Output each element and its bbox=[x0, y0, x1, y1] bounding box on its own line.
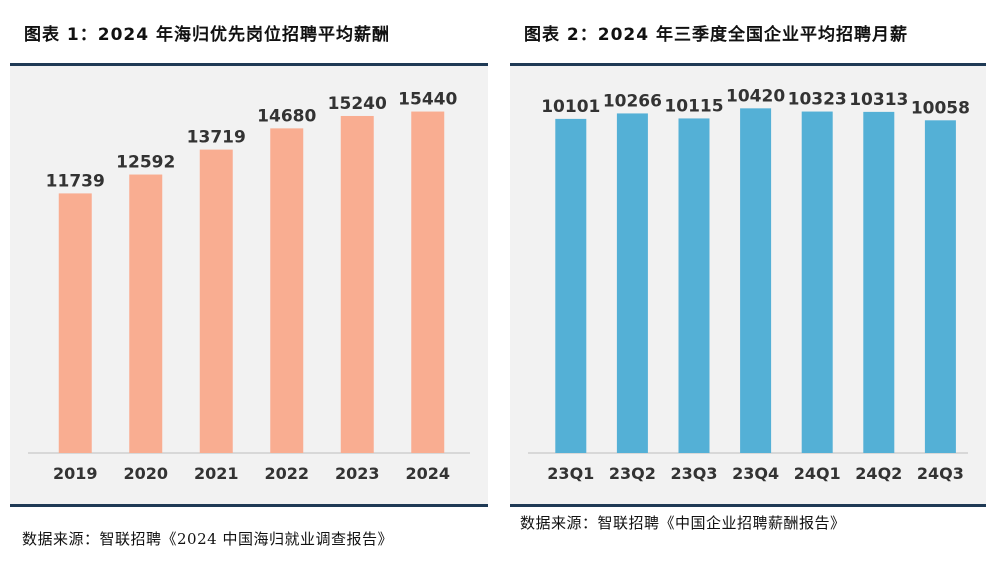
x-tick-label: 2019 bbox=[53, 464, 98, 483]
data-label: 10115 bbox=[664, 96, 723, 116]
source-note: 数据来源：智联招聘《2024 中国海归就业调查报告》 bbox=[22, 530, 393, 548]
chart-panel-1: 图表 1：2024 年海归优先岗位招聘平均薪酬 11739 2019 12592 20… bbox=[10, 25, 488, 548]
title-rule bbox=[10, 63, 488, 66]
bottom-rule bbox=[510, 504, 986, 507]
data-label: 14680 bbox=[257, 106, 316, 126]
x-tick-label: 23Q4 bbox=[732, 464, 779, 483]
bar bbox=[129, 174, 163, 453]
source-note: 数据来源：智联招聘《中国企业招聘薪酬报告》 bbox=[520, 514, 846, 532]
x-tick-label: 24Q1 bbox=[794, 464, 841, 483]
data-label: 10420 bbox=[726, 86, 785, 106]
data-label: 15440 bbox=[398, 90, 457, 110]
data-label: 10266 bbox=[603, 91, 662, 111]
data-label: 10313 bbox=[849, 90, 908, 110]
bar bbox=[270, 128, 304, 453]
x-tick-label: 24Q2 bbox=[855, 464, 902, 483]
bar bbox=[411, 111, 445, 454]
bar bbox=[740, 108, 772, 453]
data-label: 11739 bbox=[46, 171, 105, 191]
bar-chart-1: 11739 2019 12592 2020 13719 2021 14680 2022 1524… bbox=[28, 90, 470, 483]
bar bbox=[58, 193, 92, 453]
x-tick-label: 2021 bbox=[194, 464, 239, 483]
x-tick-label: 2023 bbox=[335, 464, 380, 483]
chart-title: 图表 1：2024 年海归优先岗位招聘平均薪酬 bbox=[24, 25, 390, 45]
data-label: 15240 bbox=[328, 94, 387, 114]
data-label: 10058 bbox=[911, 98, 970, 118]
x-tick-label: 2022 bbox=[264, 464, 309, 483]
chart-panel-2: 图表 2：2024 年三季度全国企业平均招聘月薪 10101 23Q1 10266 2… bbox=[496, 0, 992, 566]
bar bbox=[801, 111, 833, 453]
x-tick-label: 2020 bbox=[123, 464, 168, 483]
bar bbox=[678, 118, 710, 453]
x-tick-label: 23Q2 bbox=[609, 464, 656, 483]
data-label: 13719 bbox=[187, 128, 246, 148]
data-label: 10323 bbox=[788, 90, 847, 110]
bottom-rule bbox=[10, 504, 488, 507]
bar bbox=[555, 118, 587, 453]
x-tick-label: 2024 bbox=[405, 464, 450, 483]
x-tick-label: 23Q1 bbox=[547, 464, 594, 483]
data-label: 12592 bbox=[116, 153, 175, 173]
bar bbox=[924, 120, 956, 453]
data-label: 10101 bbox=[541, 97, 600, 117]
x-tick-label: 23Q3 bbox=[671, 464, 718, 483]
chart-title: 图表 2：2024 年三季度全国企业平均招聘月薪 bbox=[524, 25, 908, 45]
bar bbox=[863, 111, 895, 454]
bar bbox=[199, 149, 233, 453]
x-tick-label: 24Q3 bbox=[917, 464, 964, 483]
title-rule bbox=[510, 63, 986, 66]
bar-chart-2: 10101 23Q1 10266 23Q2 10115 23Q3 10420 23Q4 1032… bbox=[528, 86, 970, 483]
bar bbox=[340, 115, 374, 454]
bar bbox=[616, 113, 648, 453]
